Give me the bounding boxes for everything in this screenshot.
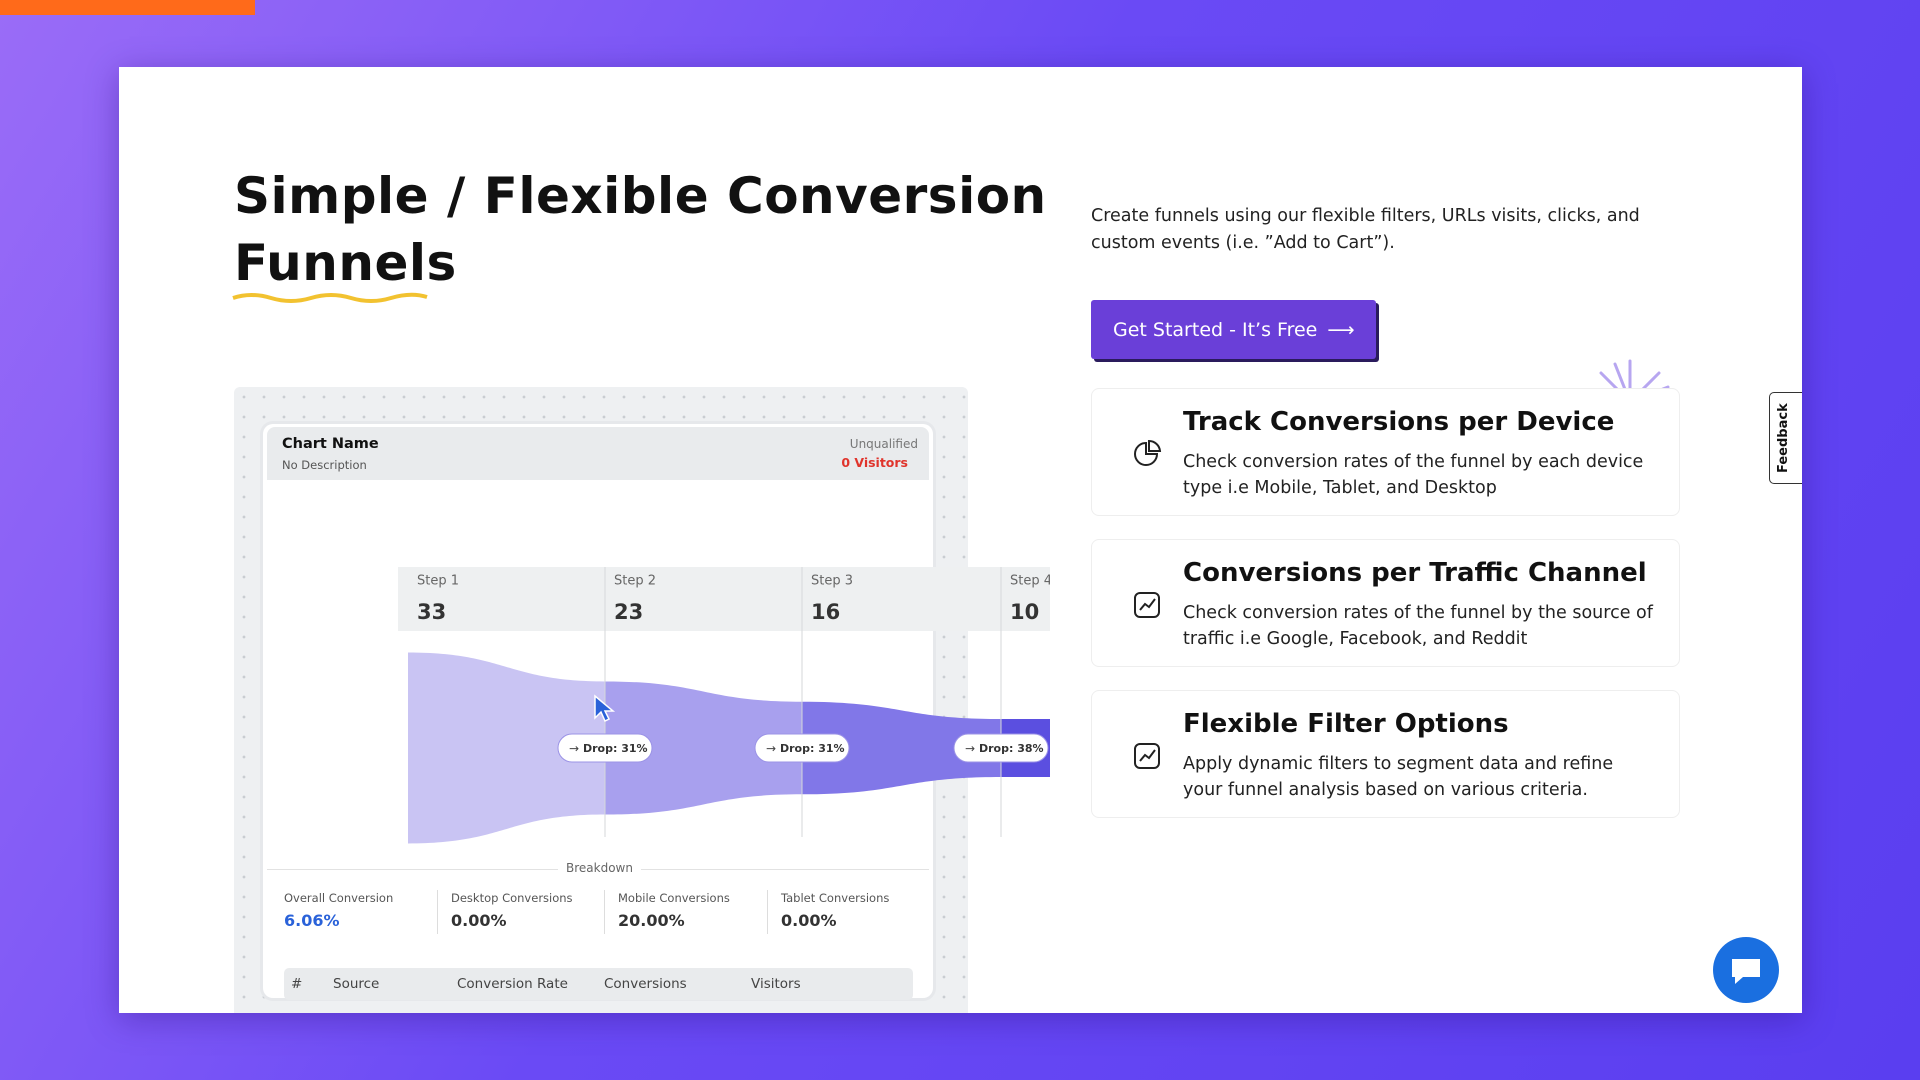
drop-pill (557, 733, 653, 763)
column-header: Visitors (751, 976, 801, 992)
unqualified-value: 0 Visitors (841, 455, 908, 470)
funnel-step (605, 681, 802, 815)
step-label: Step 1 (417, 574, 459, 589)
widget-header: Chart Name No Description Unqualified 0 … (267, 427, 929, 480)
feedback-tab[interactable]: Feedback (1769, 392, 1802, 484)
column-header: # (291, 976, 303, 992)
unqualified-label: Unqualified (849, 437, 918, 451)
stat-label: Tablet Conversions (781, 891, 890, 905)
underline (232, 292, 428, 303)
step-label: Step 3 (811, 574, 853, 589)
feature-title: Track Conversions per Device (1183, 407, 1615, 437)
stat-value: 6.06% (284, 911, 340, 930)
cta-button[interactable]: Get Started - It’s Free ⟶ (1091, 300, 1376, 359)
title: Simple / Flexible Conversion (234, 167, 1047, 225)
step-value: 10 (1010, 600, 1039, 624)
feature-title: Conversions per Traffic Channel (1183, 558, 1647, 588)
table-header (284, 968, 913, 1000)
feature-description: Check conversion rates of the funnel by … (1183, 603, 1653, 649)
funnel-step (802, 701, 1001, 795)
drop-pill (953, 733, 1049, 763)
funnel-step (408, 652, 605, 844)
feature-description: Apply dynamic filters to segment data an… (1183, 754, 1614, 800)
arrow-icon: ⟶ (1327, 318, 1355, 341)
stat-divider (767, 890, 768, 934)
cursor (594, 694, 616, 723)
feature-card: Flexible Filter Options Apply dynamic fi… (1091, 690, 1680, 818)
stat-value: 20.00% (618, 911, 685, 930)
drop-pill (754, 733, 850, 763)
funnel-chart: Step 1 33 Step 2 23 Step 3 16 Step 4 10 → Drop: 3… (398, 567, 1050, 844)
feedback-label: Feedback (1776, 403, 1791, 473)
stat-value: 0.00% (451, 911, 507, 930)
chart-icon (1134, 743, 1160, 769)
column-header: Source (333, 976, 380, 992)
step-label: Step 2 (614, 574, 656, 589)
stat-label: Desktop Conversions (451, 891, 573, 905)
chat-button[interactable] (1713, 937, 1779, 1003)
column-header: Conversion Rate (457, 976, 568, 992)
feature-description: Check conversion rates of the funnel by … (1183, 452, 1644, 498)
progress-bar (0, 0, 255, 15)
chart-description: No Description (282, 458, 367, 472)
drop-arrow: → (766, 742, 776, 756)
stat-label: Mobile Conversions (618, 891, 730, 905)
steps-header (398, 567, 1050, 631)
chart-icon (1134, 592, 1160, 618)
feature-card: Conversions per Traffic Channel Check co… (1091, 539, 1680, 667)
drop-label: Drop: 38% (979, 742, 1044, 755)
drop-label: Drop: 31% (583, 742, 648, 755)
stat-divider (604, 890, 605, 934)
step-value: 33 (417, 600, 446, 624)
step-label: Step 4 (1010, 574, 1050, 589)
chat-icon (1732, 959, 1760, 984)
step-value: 23 (614, 600, 643, 624)
content-card: Simple / Flexible Conversion Funnels Cre… (119, 67, 1802, 1013)
stat-divider (437, 890, 438, 934)
stat-value: 0.00% (781, 911, 837, 930)
breakdown-label: Breakdown (558, 861, 641, 875)
feature-title: Flexible Filter Options (1183, 709, 1509, 739)
drop-label: Drop: 31% (780, 742, 845, 755)
step-value: 16 (811, 600, 840, 624)
drop-arrow: → (569, 742, 579, 756)
intro-text: Create funnels using our flexible filter… (1091, 206, 1640, 253)
chart-name: Chart Name (282, 436, 379, 452)
column-header: Conversions (604, 976, 687, 992)
stat-label: Overall Conversion (284, 891, 394, 905)
button-label: Get Started - It’s Free (1113, 318, 1318, 341)
pie-icon (1134, 439, 1162, 466)
title: Funnels (234, 234, 457, 292)
drop-arrow: → (965, 742, 975, 756)
feature-card: Track Conversions per Device Check conve… (1091, 388, 1680, 516)
